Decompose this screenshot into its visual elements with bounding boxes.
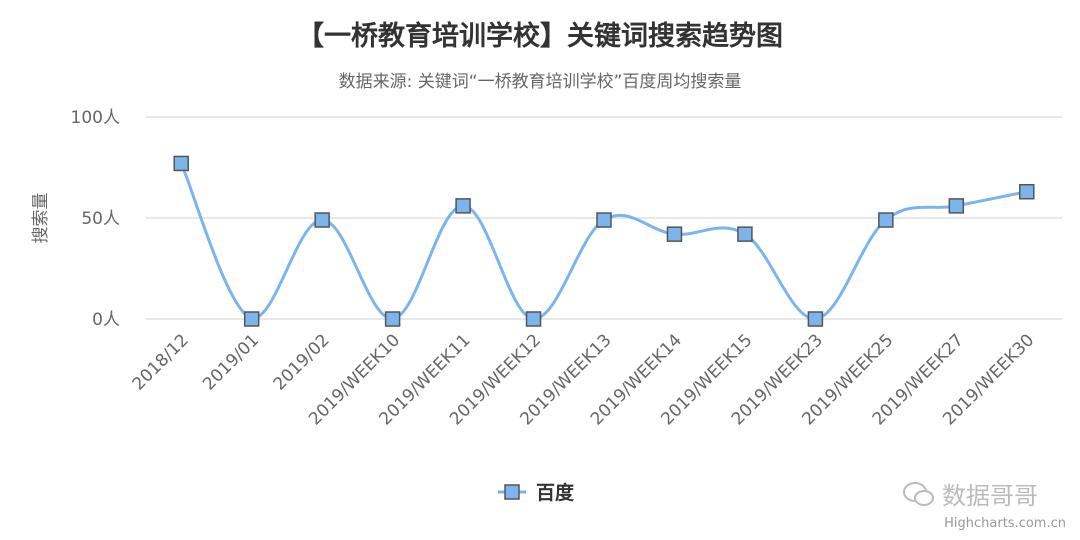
- legend-label: 百度: [536, 481, 575, 504]
- chart-title: 【一桥教育培训学校】关键词搜索趋势图: [297, 21, 783, 52]
- data-point-marker: [737, 226, 753, 242]
- wechat-icon: [903, 481, 934, 506]
- y-tick-label: 100人: [71, 108, 120, 128]
- watermark: 数据哥哥: [902, 476, 1038, 511]
- data-point-marker: [173, 155, 189, 172]
- data-point-marker: [878, 212, 894, 228]
- data-point-marker: [525, 311, 542, 327]
- data-point-marker: [807, 311, 824, 327]
- x-tick-label: 2019/02: [270, 330, 334, 394]
- data-point-marker: [1019, 183, 1035, 200]
- legend-square-icon: [504, 484, 520, 500]
- data-point-marker: [314, 212, 330, 228]
- credits-link[interactable]: Highcharts.com.cn: [944, 516, 1066, 531]
- data-point-marker: [455, 198, 471, 214]
- x-tick-label: 2018/12: [129, 330, 193, 394]
- y-tick-label: 50人: [81, 209, 120, 229]
- data-point-marker: [666, 226, 683, 242]
- data-point-marker: [948, 198, 965, 214]
- x-tick-label: 2019/01: [199, 330, 263, 394]
- data-point-marker: [384, 311, 401, 327]
- data-point-marker: [596, 212, 612, 228]
- series-line: [179, 162, 1028, 321]
- data-point-marker: [243, 311, 260, 327]
- chart-subtitle: 数据来源: 关键词“一桥教育培训学校”百度周均搜索量: [338, 72, 742, 92]
- y-axis-label: 搜索量: [31, 193, 51, 244]
- y-tick-label: 0人: [92, 310, 120, 330]
- legend-item[interactable]: 百度: [498, 481, 575, 504]
- watermark-text: 数据哥哥: [942, 482, 1038, 510]
